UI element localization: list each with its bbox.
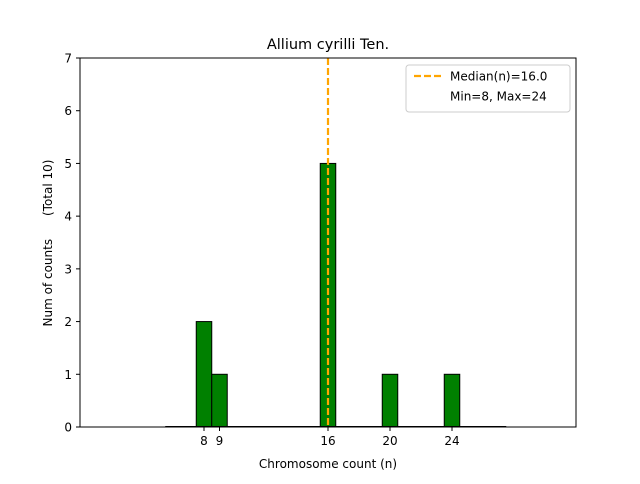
- x-tick-label-20: 20: [382, 434, 397, 448]
- y-tick-label-7: 7: [64, 52, 72, 66]
- y-tick-label-3: 3: [64, 262, 72, 276]
- legend: Median(n)=16.0 Min=8, Max=24: [405, 64, 571, 113]
- y-axis-ticks: 0 1 2 3 4 5 6 7: [64, 52, 80, 435]
- legend-entry-1: Median(n)=16.0: [450, 70, 547, 84]
- plot-area: [79, 57, 577, 428]
- histogram-bar-24: [443, 373, 461, 428]
- x-tick-label-24: 24: [444, 434, 459, 448]
- histogram-bar-20: [381, 373, 399, 428]
- y-tick-label-6: 6: [64, 104, 72, 118]
- y-tick-label-5: 5: [64, 157, 72, 171]
- y-tick-label-0: 0: [64, 421, 72, 435]
- chart-title: Allium cyrilli Ten.: [267, 37, 389, 53]
- legend-box: [405, 64, 571, 113]
- x-axis-ticks: 8 9 16 20 24: [200, 427, 460, 448]
- y-tick-label-4: 4: [64, 210, 72, 224]
- histogram-bar-9: [211, 373, 228, 428]
- x-axis-label: Chromosome count (n): [259, 457, 397, 471]
- x-tick-label-9: 9: [216, 434, 224, 448]
- y-axis-label: Num of counts (Total 10): [41, 160, 55, 327]
- x-tick-label-8: 8: [200, 434, 208, 448]
- y-tick-label-2: 2: [64, 315, 72, 329]
- x-tick-label-16: 16: [320, 434, 335, 448]
- legend-entry-2: Min=8, Max=24: [450, 90, 547, 104]
- histogram-bar-8: [195, 321, 213, 428]
- y-tick-label-1: 1: [64, 368, 72, 382]
